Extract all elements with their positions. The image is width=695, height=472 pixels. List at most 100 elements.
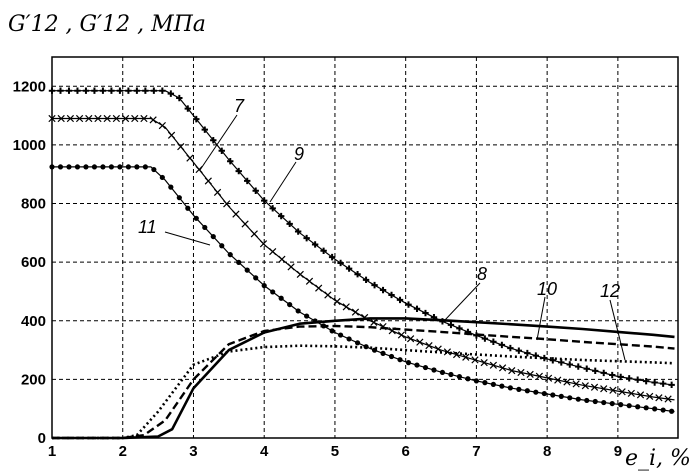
marker-9-41 xyxy=(396,296,404,304)
marker-7-59 xyxy=(590,383,599,391)
marker-9-32 xyxy=(320,247,327,254)
marker-11-73 xyxy=(669,408,675,414)
marker-9-19 xyxy=(210,137,217,144)
marker-9-48 xyxy=(456,325,463,332)
marker-7-49 xyxy=(498,364,507,372)
marker-9-13 xyxy=(159,87,166,94)
marker-9-35 xyxy=(345,265,353,272)
marker-7-27 xyxy=(296,270,304,279)
marker-11-7 xyxy=(108,164,115,170)
marker-11-68 xyxy=(626,403,632,409)
y-tick-1200: 1200 xyxy=(13,78,46,95)
marker-7-32 xyxy=(342,303,350,311)
marker-7-62 xyxy=(618,388,626,396)
marker-7-51 xyxy=(517,368,525,377)
marker-11-51 xyxy=(482,380,488,386)
marker-9-62 xyxy=(575,363,582,370)
marker-11-60 xyxy=(558,393,564,399)
marker-11-54 xyxy=(507,385,513,391)
marker-9-37 xyxy=(362,276,370,284)
x-tick-9: 9 xyxy=(614,443,622,460)
series-line-10 xyxy=(52,324,675,440)
marker-9-38 xyxy=(371,281,378,289)
marker-11-1 xyxy=(57,164,64,170)
marker-11-47 xyxy=(448,371,454,378)
marker-9-54 xyxy=(507,344,514,352)
marker-9-14 xyxy=(167,90,175,97)
marker-7-20 xyxy=(232,210,240,218)
marker-9-0 xyxy=(48,87,56,94)
marker-7-2 xyxy=(66,114,75,123)
y-tick-0: 0 xyxy=(38,430,46,447)
marker-11-61 xyxy=(567,395,573,401)
marker-7-4 xyxy=(85,114,93,123)
marker-7-12 xyxy=(158,121,166,130)
marker-9-53 xyxy=(498,341,506,349)
marker-9-68 xyxy=(625,375,633,382)
marker-11-4 xyxy=(83,164,89,170)
marker-11-28 xyxy=(287,301,293,308)
leader-9 xyxy=(269,161,297,203)
marker-9-24 xyxy=(252,187,259,194)
marker-7-58 xyxy=(581,382,589,390)
x-tick-7: 7 xyxy=(472,443,480,460)
marker-11-65 xyxy=(601,399,607,406)
marker-7-6 xyxy=(103,114,111,123)
marker-7-11 xyxy=(149,116,157,124)
marker-11-19 xyxy=(210,233,216,240)
series-group xyxy=(48,87,675,440)
marker-11-30 xyxy=(304,313,310,319)
marker-7-31 xyxy=(333,297,341,306)
marker-7-28 xyxy=(305,277,314,285)
marker-7-41 xyxy=(425,341,433,350)
marker-9-39 xyxy=(379,286,387,294)
marker-9-55 xyxy=(515,347,523,354)
marker-11-3 xyxy=(74,164,81,170)
marker-7-48 xyxy=(489,361,498,369)
marker-7-60 xyxy=(600,385,608,393)
marker-11-45 xyxy=(431,367,437,373)
marker-9-15 xyxy=(176,94,183,102)
marker-9-66 xyxy=(609,371,616,379)
marker-9-27 xyxy=(277,212,285,220)
x-tick-8: 8 xyxy=(543,443,551,460)
marker-11-25 xyxy=(261,283,267,289)
marker-9-63 xyxy=(583,365,590,372)
marker-9-9 xyxy=(125,87,132,94)
marker-9-23 xyxy=(244,177,251,185)
marker-9-7 xyxy=(108,87,115,94)
marker-11-41 xyxy=(397,357,403,363)
marker-9-72 xyxy=(659,380,667,387)
marker-9-64 xyxy=(592,367,599,375)
marker-9-36 xyxy=(354,271,361,278)
marker-7-52 xyxy=(526,370,534,379)
marker-9-44 xyxy=(422,309,429,317)
curve-label-9: 9 xyxy=(294,144,304,164)
marker-11-72 xyxy=(660,407,666,413)
marker-9-6 xyxy=(99,87,107,94)
marker-11-59 xyxy=(550,392,556,398)
marker-9-4 xyxy=(82,87,90,94)
marker-7-3 xyxy=(75,114,84,123)
marker-11-69 xyxy=(635,404,641,410)
marker-9-70 xyxy=(642,377,650,385)
marker-7-22 xyxy=(250,230,258,238)
series-markers-11 xyxy=(49,164,675,414)
x-axis-label: e_i, % xyxy=(625,446,691,471)
marker-9-31 xyxy=(311,241,319,248)
marker-11-52 xyxy=(490,381,496,387)
marker-9-69 xyxy=(634,376,641,383)
y-tick-800: 800 xyxy=(21,196,46,213)
marker-9-2 xyxy=(65,87,73,94)
leader-8 xyxy=(444,282,481,321)
marker-9-1 xyxy=(57,87,64,94)
marker-11-49 xyxy=(465,376,471,382)
marker-9-26 xyxy=(269,205,276,212)
marker-7-14 xyxy=(177,143,185,151)
marker-9-12 xyxy=(150,87,158,94)
marker-11-33 xyxy=(329,328,335,334)
marker-9-56 xyxy=(524,349,531,357)
series-markers-9 xyxy=(48,87,675,389)
marker-9-34 xyxy=(337,259,344,267)
marker-9-65 xyxy=(600,369,607,377)
